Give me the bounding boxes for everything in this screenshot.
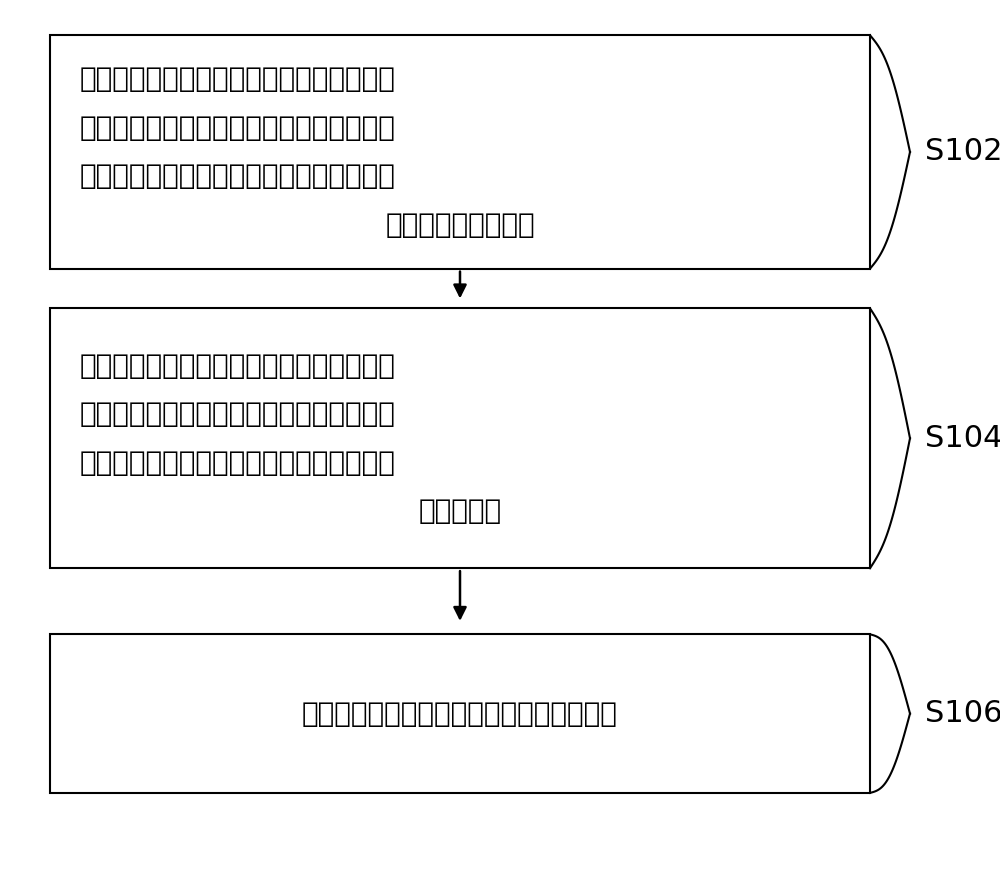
Text: 获取目标检测模型的多个特征层，其中，上: 获取目标检测模型的多个特征层，其中，上 [80, 65, 396, 93]
FancyBboxPatch shape [50, 634, 870, 793]
Text: 述第二特征层进行融合处理，得到目标检测: 述第二特征层进行融合处理，得到目标检测 [80, 400, 396, 428]
Text: 二特征层的语义信息: 二特征层的语义信息 [385, 211, 535, 239]
Text: S102: S102 [925, 137, 1000, 167]
Text: 述多个特征层包括：第一特征层和第二特征: 述多个特征层包括：第一特征层和第二特征 [80, 114, 396, 142]
Text: 层，上述第一特征层的语义信息少于上述第: 层，上述第一特征层的语义信息少于上述第 [80, 162, 396, 190]
Text: S104: S104 [925, 424, 1000, 453]
Text: S106: S106 [925, 700, 1000, 728]
Text: 基于上述目标检测层更新上述目标检测模型: 基于上述目标检测层更新上述目标检测模型 [302, 700, 618, 728]
FancyBboxPatch shape [50, 308, 870, 568]
FancyBboxPatch shape [50, 35, 870, 269]
Text: 将上述多个特征层中的上述第一特征层与上: 将上述多个特征层中的上述第一特征层与上 [80, 352, 396, 380]
Text: 层，上述融合处理用于增强上述第一特征层: 层，上述融合处理用于增强上述第一特征层 [80, 448, 396, 477]
Text: 的语义信息: 的语义信息 [418, 497, 502, 525]
